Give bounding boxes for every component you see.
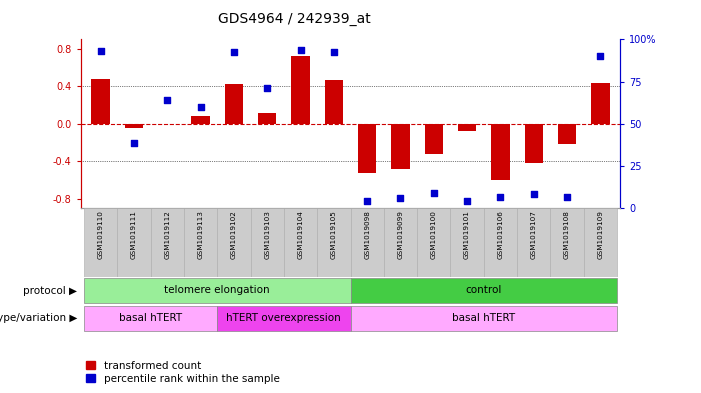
Bar: [391, 124, 409, 169]
Bar: [151, 208, 184, 277]
Bar: [317, 208, 350, 277]
Bar: [425, 124, 443, 154]
Bar: [417, 208, 451, 277]
Bar: [258, 112, 276, 124]
Bar: [84, 278, 350, 303]
Text: GSM1019103: GSM1019103: [264, 210, 270, 259]
Text: telomere elongation: telomere elongation: [165, 285, 270, 295]
Point: [562, 194, 573, 200]
Text: GSM1019112: GSM1019112: [164, 210, 170, 259]
Legend: transformed count, percentile rank within the sample: transformed count, percentile rank withi…: [86, 361, 280, 384]
Bar: [350, 306, 617, 331]
Text: GSM1019108: GSM1019108: [564, 210, 570, 259]
Bar: [451, 208, 484, 277]
Point: [428, 190, 440, 196]
Point: [528, 191, 539, 197]
Point: [328, 48, 339, 55]
Text: GSM1019111: GSM1019111: [131, 210, 137, 259]
Point: [295, 46, 306, 53]
Bar: [491, 124, 510, 180]
Text: GSM1019110: GSM1019110: [97, 210, 104, 259]
Text: protocol ▶: protocol ▶: [23, 286, 77, 296]
Bar: [217, 208, 250, 277]
Text: GSM1019104: GSM1019104: [297, 210, 304, 259]
Bar: [91, 79, 110, 124]
Text: basal hTERT: basal hTERT: [452, 313, 515, 323]
Bar: [84, 306, 217, 331]
Text: basal hTERT: basal hTERT: [119, 313, 182, 323]
Bar: [558, 124, 576, 145]
Text: GSM1019107: GSM1019107: [531, 210, 537, 259]
Bar: [125, 124, 143, 129]
Bar: [217, 306, 350, 331]
Text: GSM1019098: GSM1019098: [364, 210, 370, 259]
Bar: [584, 208, 617, 277]
Text: GSM1019106: GSM1019106: [498, 210, 503, 259]
Text: GSM1019113: GSM1019113: [198, 210, 203, 259]
Text: GSM1019101: GSM1019101: [464, 210, 470, 259]
Bar: [292, 56, 310, 124]
Text: GSM1019099: GSM1019099: [397, 210, 404, 259]
Text: GSM1019102: GSM1019102: [231, 210, 237, 259]
Text: GDS4964 / 242939_at: GDS4964 / 242939_at: [218, 12, 371, 26]
Point: [362, 198, 373, 204]
Point: [461, 198, 472, 204]
Bar: [358, 124, 376, 173]
Bar: [550, 208, 584, 277]
Bar: [284, 208, 317, 277]
Bar: [384, 208, 417, 277]
Bar: [325, 80, 343, 124]
Bar: [117, 208, 151, 277]
Bar: [225, 84, 243, 124]
Bar: [350, 278, 617, 303]
Point: [229, 49, 240, 55]
Text: hTERT overexpression: hTERT overexpression: [226, 313, 341, 323]
Bar: [517, 208, 550, 277]
Point: [594, 53, 606, 59]
Bar: [191, 116, 210, 124]
Bar: [250, 208, 284, 277]
Bar: [184, 208, 217, 277]
Point: [395, 195, 406, 201]
Bar: [350, 208, 384, 277]
Point: [495, 194, 506, 200]
Text: GSM1019100: GSM1019100: [431, 210, 437, 259]
Point: [162, 97, 173, 103]
Text: control: control: [465, 285, 502, 295]
Text: genotype/variation ▶: genotype/variation ▶: [0, 313, 77, 323]
Bar: [591, 83, 610, 124]
Bar: [84, 208, 117, 277]
Point: [128, 140, 139, 146]
Bar: [524, 124, 543, 163]
Bar: [484, 208, 517, 277]
Bar: [458, 124, 476, 131]
Text: GSM1019109: GSM1019109: [597, 210, 604, 259]
Point: [95, 48, 107, 54]
Point: [195, 104, 206, 110]
Text: GSM1019105: GSM1019105: [331, 210, 337, 259]
Point: [261, 85, 273, 91]
